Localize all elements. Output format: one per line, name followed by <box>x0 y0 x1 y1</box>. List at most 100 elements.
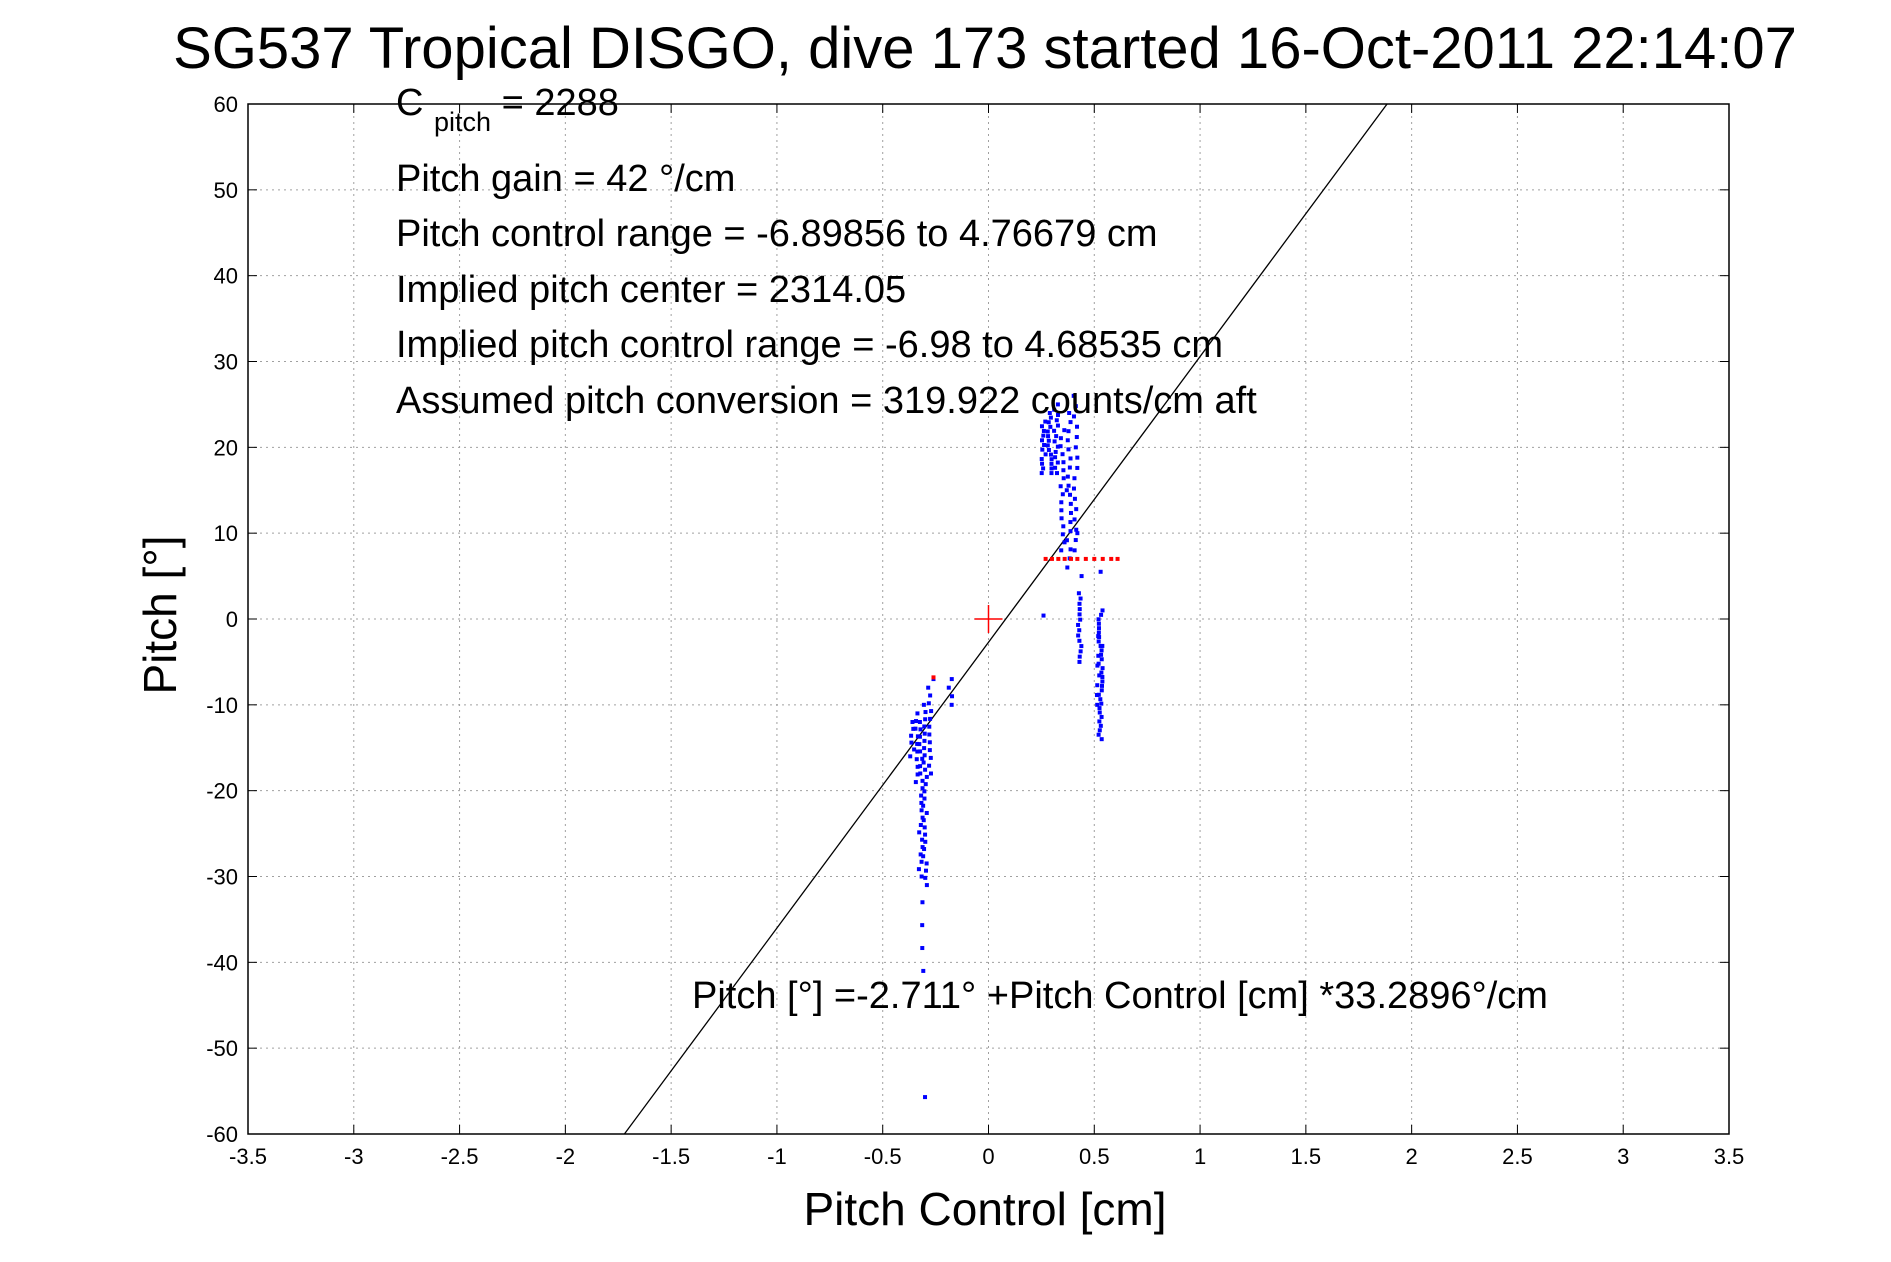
data-point <box>920 837 925 842</box>
data-point <box>1097 719 1102 724</box>
data-point <box>1077 628 1082 633</box>
data-point <box>923 875 928 880</box>
data-point <box>913 780 918 785</box>
data-point <box>1061 468 1066 473</box>
data-point <box>1048 424 1053 429</box>
data-point <box>928 755 933 760</box>
data-point <box>920 756 925 761</box>
data-point <box>1061 524 1066 529</box>
grid-lines <box>248 104 1729 1134</box>
c-pitch-symbol: C <box>396 82 423 124</box>
data-point <box>1083 556 1088 561</box>
data-point <box>1065 565 1070 570</box>
data-point <box>1099 652 1104 657</box>
data-point <box>909 733 914 738</box>
x-tick-label: -1 <box>767 1144 787 1169</box>
data-points <box>908 393 1120 1100</box>
y-tick-label: 10 <box>214 521 238 546</box>
data-point <box>1109 556 1114 561</box>
data-point <box>1097 673 1102 678</box>
data-point <box>1060 492 1065 497</box>
data-point <box>1095 683 1100 688</box>
data-point <box>1099 737 1104 742</box>
data-point <box>1077 654 1082 659</box>
data-point <box>1096 626 1101 631</box>
data-point <box>922 825 927 830</box>
data-point <box>1053 449 1058 454</box>
data-point <box>1098 697 1103 702</box>
y-tick-label: 60 <box>214 92 238 117</box>
data-point <box>1096 621 1101 626</box>
data-point <box>1074 435 1079 440</box>
data-point <box>1059 516 1064 521</box>
data-point <box>1100 666 1105 671</box>
data-point <box>918 749 923 754</box>
data-point <box>921 760 926 765</box>
data-point <box>917 830 922 835</box>
data-point <box>929 709 934 714</box>
data-point <box>1059 508 1064 513</box>
data-point <box>919 800 924 805</box>
data-point <box>950 694 955 699</box>
data-point <box>1076 591 1081 596</box>
data-point <box>919 808 924 813</box>
data-point <box>1075 465 1080 470</box>
y-tick-label: -60 <box>206 1122 238 1147</box>
data-point <box>915 764 920 769</box>
data-point <box>1074 507 1079 512</box>
data-point <box>917 742 922 747</box>
data-point <box>914 757 919 762</box>
data-point <box>923 832 928 837</box>
data-point <box>923 839 928 844</box>
data-point <box>1073 404 1078 409</box>
y-tick-label: 40 <box>214 264 238 289</box>
data-point <box>908 754 913 759</box>
data-point <box>920 778 925 783</box>
data-point <box>1039 457 1044 462</box>
data-point <box>1074 527 1079 532</box>
data-point <box>1096 617 1101 622</box>
data-point <box>1061 476 1066 481</box>
data-point <box>1048 415 1053 420</box>
x-tick-label: -2 <box>556 1144 576 1169</box>
data-point <box>1066 429 1071 434</box>
y-tick-label: 50 <box>214 178 238 203</box>
data-point <box>922 847 927 852</box>
data-point <box>1054 434 1059 439</box>
data-point <box>1100 675 1105 680</box>
data-point <box>920 786 925 791</box>
data-point <box>924 774 929 779</box>
data-point <box>1077 601 1082 606</box>
data-point <box>1062 428 1067 433</box>
data-point <box>922 731 927 736</box>
x-tick-label: -3.5 <box>229 1144 267 1169</box>
data-point <box>921 702 926 707</box>
data-point <box>1053 455 1058 460</box>
chart-title: SG537 Tropical DISGO, dive 173 started 1… <box>173 16 1797 81</box>
data-point <box>918 852 923 857</box>
data-point <box>1068 420 1073 425</box>
y-tick-label: -10 <box>206 693 238 718</box>
data-point <box>1099 612 1104 617</box>
data-point <box>931 675 936 680</box>
data-point <box>1078 649 1083 654</box>
data-point <box>922 796 927 801</box>
data-point <box>1097 728 1102 733</box>
data-point <box>1068 456 1073 461</box>
data-point <box>1099 688 1104 693</box>
data-point <box>909 740 914 745</box>
data-point <box>1067 411 1072 415</box>
data-point <box>1043 556 1048 561</box>
data-point <box>927 732 932 737</box>
data-point <box>915 711 920 716</box>
data-point <box>1097 710 1102 715</box>
data-point <box>1054 471 1059 476</box>
data-point <box>1066 447 1071 452</box>
data-point <box>1068 547 1073 552</box>
data-point <box>927 724 932 729</box>
data-point <box>919 874 924 879</box>
data-point <box>1099 648 1104 653</box>
data-point <box>1041 466 1046 471</box>
data-point <box>923 767 928 772</box>
fit-line-group <box>623 103 1388 1135</box>
